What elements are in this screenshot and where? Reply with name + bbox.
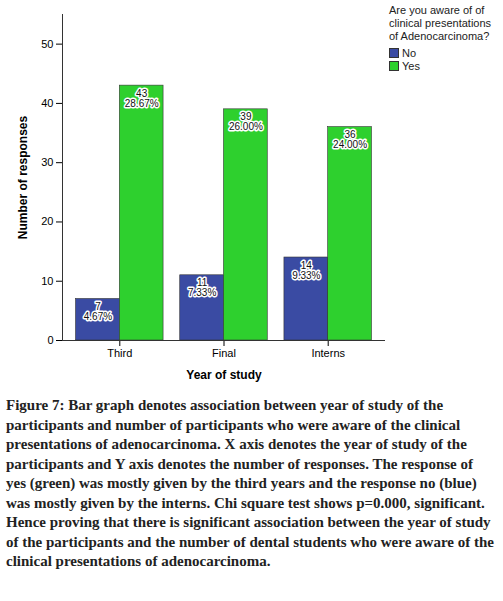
svg-text:10: 10 [41, 275, 53, 287]
svg-text:74.67%: 74.67% [84, 301, 112, 322]
svg-text:Final: Final [212, 347, 236, 359]
svg-text:149.33%: 149.33% [292, 260, 320, 281]
svg-text:117.33%: 117.33% [188, 277, 216, 298]
svg-text:Year of study: Year of study [186, 368, 262, 382]
svg-text:30: 30 [41, 156, 53, 168]
svg-text:3624.00%: 3624.00% [333, 129, 367, 150]
svg-text:Interns: Interns [311, 347, 345, 359]
html-text:Figure 7: Bar graph denotes as: Figure 7: Bar graph denotes association … [6, 397, 494, 569]
html-text:Yes: Yes [402, 59, 420, 72]
html-text:No: No [402, 46, 417, 59]
html-text:Are you aware of of clinical p: Are you aware of of clinical presentatio… [389, 4, 492, 43]
svg-text:50: 50 [41, 38, 53, 50]
svg-text:40: 40 [41, 97, 53, 109]
svg-text:20: 20 [41, 215, 53, 227]
svg-text:3926.00%: 3926.00% [229, 111, 263, 132]
svg-text:Third: Third [107, 347, 132, 359]
svg-text:Number of responses: Number of responses [16, 115, 30, 239]
svg-text:0: 0 [47, 334, 53, 346]
svg-text:4328.67%: 4328.67% [125, 88, 159, 109]
